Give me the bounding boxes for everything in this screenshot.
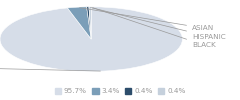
- Text: BLACK: BLACK: [93, 8, 216, 48]
- Legend: 95.7%, 3.4%, 0.4%, 0.4%: 95.7%, 3.4%, 0.4%, 0.4%: [54, 88, 186, 94]
- Text: WHITE: WHITE: [0, 65, 100, 71]
- Wedge shape: [0, 7, 182, 71]
- Wedge shape: [89, 7, 91, 39]
- Text: ASIAN: ASIAN: [80, 8, 214, 31]
- Wedge shape: [67, 7, 91, 39]
- Text: HISPANIC: HISPANIC: [90, 8, 226, 40]
- Wedge shape: [87, 7, 91, 39]
